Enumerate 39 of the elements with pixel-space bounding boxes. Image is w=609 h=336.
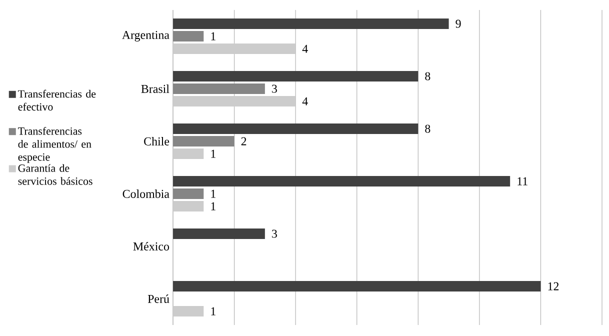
bar — [173, 136, 234, 147]
data-label: 11 — [518, 177, 528, 186]
data-label: 4 — [302, 44, 308, 53]
data-label: 8 — [425, 72, 430, 80]
data-label: 1 — [211, 307, 216, 316]
bar — [173, 18, 449, 30]
data-label: 9 — [456, 20, 461, 28]
bar — [173, 84, 265, 94]
legend-label: Transferencias de alimentos/ en especie — [18, 126, 92, 163]
data-label: 2 — [241, 137, 246, 146]
bar — [173, 201, 204, 212]
bar — [173, 188, 204, 200]
data-label: 3 — [272, 230, 277, 238]
bar — [173, 228, 265, 240]
bar — [173, 176, 510, 187]
data-label: 1 — [211, 190, 216, 198]
data-label: 1 — [211, 32, 216, 40]
y-tick-label: Colombia — [122, 190, 170, 198]
data-label: 1 — [211, 150, 216, 158]
data-label: 8 — [425, 124, 430, 133]
bar — [173, 31, 204, 42]
y-tick-label: Chile — [144, 137, 170, 146]
legend-label: Transferencias de efectivo — [18, 90, 96, 111]
bar — [173, 96, 296, 107]
bar — [173, 306, 204, 317]
bar — [173, 148, 204, 160]
bar — [173, 124, 418, 134]
data-label: 3 — [272, 84, 277, 93]
y-tick-label: Argentina — [122, 31, 170, 42]
y-tick-label: Brasil — [141, 84, 170, 93]
y-tick-label: Perú — [148, 294, 170, 303]
data-label: 1 — [211, 202, 216, 210]
bar — [173, 281, 541, 292]
data-label: 4 — [302, 97, 308, 106]
data-label: 12 — [548, 282, 559, 290]
legend-label: Garantía de servicios básicos — [18, 164, 92, 185]
bar — [173, 71, 418, 82]
y-tick-label: México — [133, 242, 170, 250]
bar — [173, 44, 296, 54]
